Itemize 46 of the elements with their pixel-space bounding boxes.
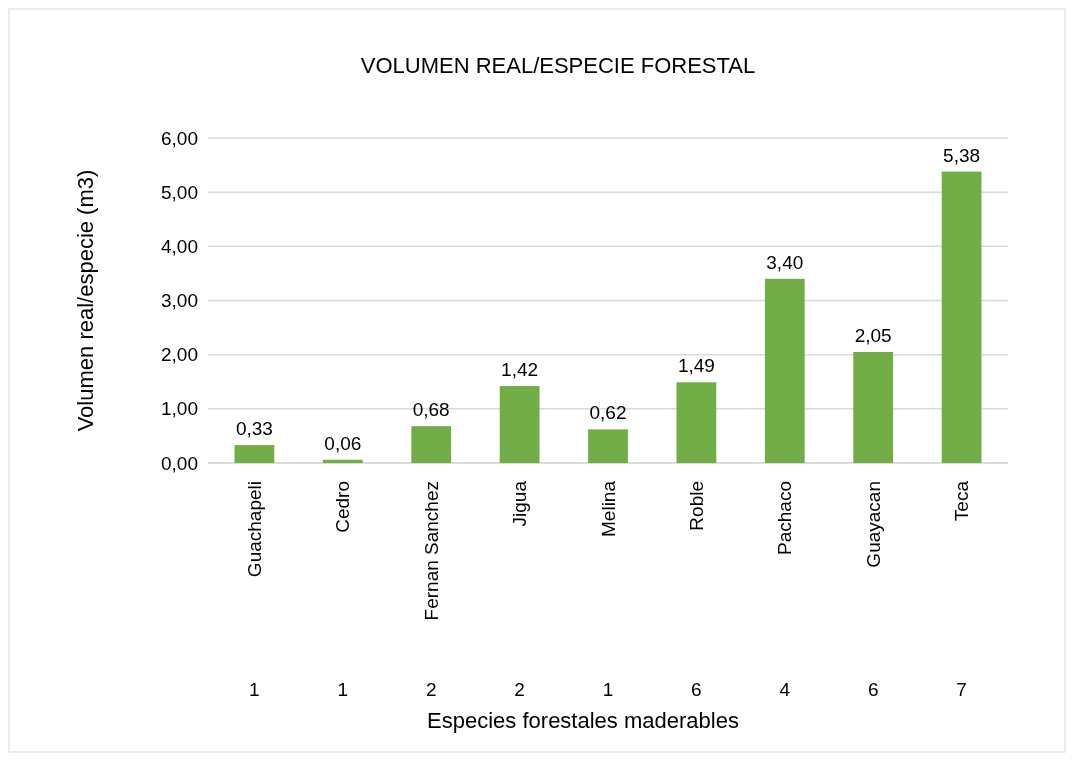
data-label: 0,68 <box>412 399 450 421</box>
x-tick-label: Fernan Sanchez <box>420 481 442 621</box>
bar <box>234 445 275 463</box>
text: 2 <box>425 679 437 700</box>
y-tick-label: 0,00 <box>161 452 198 474</box>
x-tick-label: Guayacan <box>862 481 884 568</box>
bar <box>676 382 717 463</box>
y-tick-label: 4,00 <box>161 235 198 257</box>
text: 4 <box>779 679 791 700</box>
text: 1 <box>337 679 349 700</box>
bar <box>411 426 452 463</box>
x-tick-label: Pachaco <box>774 481 796 555</box>
text: 2 <box>514 679 525 700</box>
x-tick-label: Cedro <box>332 481 354 533</box>
text: 6 <box>691 679 702 700</box>
data-label: 5,38 <box>943 144 981 166</box>
x-tick-label: Melina <box>597 480 619 537</box>
y-tick-label: 1,00 <box>161 398 198 420</box>
data-label: 3,40 <box>766 251 804 273</box>
data-label: 0,62 <box>589 402 627 424</box>
data-label: 1,42 <box>501 359 539 381</box>
y-tick-label: 5,00 <box>161 181 198 203</box>
y-tick-label: 3,00 <box>161 290 198 312</box>
bar <box>588 429 628 463</box>
text: 1 <box>602 679 614 700</box>
x-tick-label: Guachapeli <box>244 481 266 578</box>
y-tick-label: 2,00 <box>161 344 198 366</box>
bar <box>941 171 982 463</box>
x-tick-label: Teca <box>951 480 973 522</box>
x-axis-title: Especies forestales maderables <box>427 708 739 733</box>
data-label: 1,49 <box>677 355 715 377</box>
data-label: 2,05 <box>854 324 892 346</box>
bar <box>499 386 540 463</box>
chart-title: VOLUMEN REAL/ESPECIE FORESTAL <box>360 53 756 78</box>
text: 6 <box>867 679 879 700</box>
data-label: 0,33 <box>235 418 273 440</box>
bar <box>853 351 894 463</box>
text: 1 <box>249 679 260 700</box>
text: 7 <box>956 679 967 700</box>
x-tick-label: Roble <box>686 481 708 531</box>
data-label: 0,06 <box>324 432 362 454</box>
y-axis-title: Volumen real/especie (m3) <box>73 169 98 432</box>
bar <box>764 278 805 463</box>
y-tick-label: 6,00 <box>161 127 198 149</box>
x-tick-label: Jigua <box>509 480 531 527</box>
bar <box>322 459 363 463</box>
